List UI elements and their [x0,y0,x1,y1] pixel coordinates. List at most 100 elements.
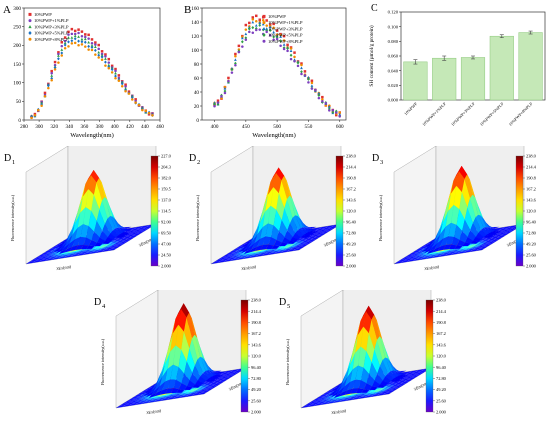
contour-cell [400,260,410,263]
x-tick-label: 400 [211,124,219,130]
contour-cell [38,253,48,257]
contour-cell [85,247,95,251]
data-point [117,74,121,77]
contour-cell [221,377,231,381]
colorbar-label: 238.0 [346,154,357,159]
data-point [223,87,227,90]
contour-cell [239,255,249,259]
panel-subscript: 1 [12,159,15,166]
contour-cell [169,392,179,396]
contour-cell [325,398,336,402]
colorbar-label: 25.60 [346,253,357,258]
contour-cell [187,389,198,393]
data-point [324,101,328,105]
panel-c: C 0.000 0.020 0.040 0.060 0.080 0.100 0.120 SH c… [363,0,550,140]
y-tick-label: 140 [191,20,199,26]
data-point [84,45,87,48]
data-point [53,60,57,64]
data-point [67,45,70,48]
contour-cell [261,253,271,256]
data-point [77,35,80,38]
data-point [134,98,137,101]
contour-cell [492,228,503,232]
contour-cell [475,245,485,249]
contour-cell [325,227,335,231]
bar [460,57,486,101]
panel-letter: D [94,297,101,308]
contour-cell [434,250,444,254]
panel-c-chart: C 0.000 0.020 0.040 0.060 0.080 0.100 0.120 SH c… [368,3,546,127]
contour-cell [403,255,413,259]
data-point [50,69,53,73]
contour-cell [391,381,401,384]
contour-cell [232,248,242,251]
colorbar-label: 167.2 [436,331,446,336]
contour-cell [110,246,120,250]
data-point [63,41,67,45]
surface-facet [279,242,288,247]
contour-cell [104,247,114,251]
data-point [261,18,265,22]
contour-cell [166,394,176,398]
contour-cell [310,234,320,238]
data-point [77,39,80,43]
data-point [90,45,94,49]
data-point [244,28,248,31]
contour-cell [166,397,176,400]
contour-cell [131,398,141,402]
colorbar-label: 49.20 [251,387,262,392]
data-point [67,30,70,34]
contour-cell [373,392,383,396]
surface-facet [379,380,389,386]
contour-cell [487,240,497,244]
contour-cell [418,254,429,258]
colorbar-label: 167.2 [251,331,261,336]
contour-cell [338,399,348,402]
data-point [40,104,43,107]
data-point [87,44,91,48]
surface-facet [454,245,463,250]
contour-cell [478,240,488,244]
category-label: 10%PWP [403,101,419,117]
contour-cell [292,248,302,251]
data-point [90,48,94,52]
contour-cell [178,395,189,398]
contour-cell [143,225,153,229]
data-point [110,66,114,70]
contour-cell [415,371,425,375]
contour-cell [175,394,185,398]
data-point [100,53,104,57]
contour-cell [128,403,138,406]
data-point [107,66,111,70]
legend-marker [262,27,266,31]
contour-cell [382,392,392,395]
data-point [87,33,90,37]
contour-cell [220,258,230,262]
colorbar-label: 2.000 [346,264,357,269]
contour-cell [131,227,141,231]
x-axis-label: λEx(nm) [424,264,440,271]
contour-cell [313,403,323,406]
contour-cell [224,372,234,376]
contour-cell [47,253,57,257]
contour-cell [338,396,348,400]
contour-cell [502,231,512,235]
contour-cell [301,405,311,408]
contour-cell [325,225,335,228]
contour-cell [462,244,472,248]
panel-letter: C [371,3,378,14]
contour-cell [206,383,216,387]
contour-cell [316,233,326,237]
contour-cell [215,378,225,382]
data-point [300,66,303,70]
colorbar [515,155,524,267]
panel-d2: D 2 Fluorescence intensity(a.u.) λEx(nm) λEm… [185,131,370,284]
data-point [124,89,127,93]
data-point [131,98,134,101]
bar [403,61,428,101]
x-tick-label: 280 [20,124,28,130]
panel-letter: D [372,153,379,164]
contour-cell [505,229,515,233]
category-label: 10%PWP+3%PLP [450,101,476,127]
x-tick-label: 340 [65,124,73,130]
